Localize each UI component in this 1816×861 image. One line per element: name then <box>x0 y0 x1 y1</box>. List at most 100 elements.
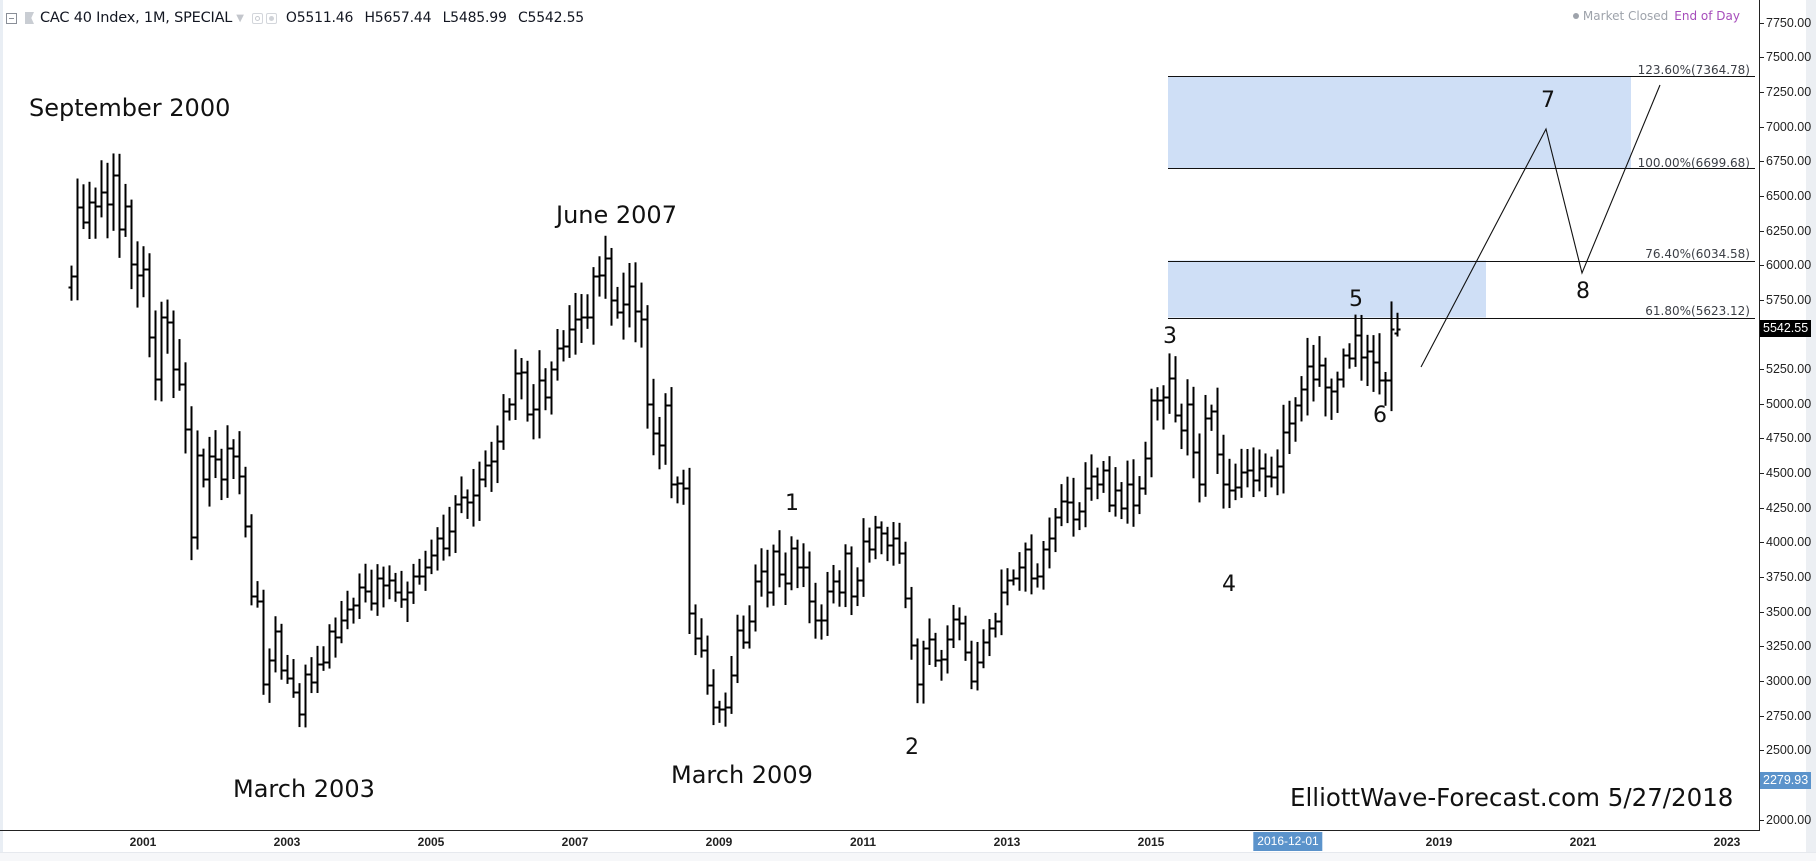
price-tick-mark <box>1759 57 1764 58</box>
label-june-2007[interactable]: June 2007 <box>556 201 677 229</box>
wave-label-3[interactable]: 3 <box>1163 324 1177 349</box>
time-tick-label: 2007 <box>561 835 589 849</box>
price-tick-label: 6750.00 <box>1766 154 1812 168</box>
fib-label-123-6[interactable]: 123.60%(7364.78) <box>1637 63 1750 77</box>
eye-icon[interactable] <box>251 12 263 24</box>
cursor-price-tag: 2279.93 <box>1760 772 1812 789</box>
price-tick-label: 7250.00 <box>1766 85 1812 99</box>
wave-label-7[interactable]: 7 <box>1541 88 1555 113</box>
time-tick-label: 2021 <box>1569 835 1597 849</box>
price-tick-mark <box>1759 231 1764 232</box>
cursor-date-tag: 2016-12-01 <box>1253 832 1323 851</box>
wave-label-2[interactable]: 2 <box>905 735 919 760</box>
price-tick-mark <box>1759 23 1764 24</box>
end-of-day-label: End of Day <box>1674 9 1740 23</box>
price-tick-mark <box>1759 196 1764 197</box>
ohlc-values: O5511.46 H5657.44 L5485.99 C5542.55 <box>286 10 591 26</box>
price-tick-mark <box>1759 646 1764 647</box>
fib-label-76-4[interactable]: 76.40%(6034.58) <box>1645 247 1750 261</box>
time-tick-label: 2001 <box>129 835 157 849</box>
price-tick-label: 6000.00 <box>1766 258 1812 272</box>
last-price-tag: 5542.55 <box>1760 320 1812 337</box>
status-dot-icon <box>1572 13 1579 19</box>
wave-label-5[interactable]: 5 <box>1349 287 1363 312</box>
right-panel-edge <box>1806 0 1816 860</box>
price-tick-label: 6250.00 <box>1766 224 1812 238</box>
price-tick-label: 7000.00 <box>1766 120 1812 134</box>
price-tick-mark <box>1759 404 1764 405</box>
market-status: Market Closed End of Day <box>1572 9 1740 23</box>
price-tick-mark <box>1759 161 1764 162</box>
close-value: C5542.55 <box>517 10 585 26</box>
price-tick-label: 3000.00 <box>1766 674 1812 688</box>
flag-icon[interactable] <box>25 12 34 24</box>
fib-label-61-8[interactable]: 61.80%(5623.12) <box>1645 304 1750 318</box>
fib-zones[interactable] <box>1168 76 1755 319</box>
price-tick-mark <box>1759 265 1764 266</box>
price-tick-mark <box>1759 508 1764 509</box>
price-tick-label: 3500.00 <box>1766 605 1812 619</box>
price-tick-label: 7500.00 <box>1766 50 1812 64</box>
price-tick-label: 3750.00 <box>1766 570 1812 584</box>
high-value: H5657.44 <box>364 10 432 26</box>
price-tick-mark <box>1759 127 1764 128</box>
market-closed-label: Market Closed <box>1582 9 1669 23</box>
left-panel-edge <box>0 0 3 860</box>
price-tick-mark <box>1759 681 1764 682</box>
wave-label-4[interactable]: 4 <box>1222 572 1236 597</box>
price-tick-label: 5750.00 <box>1766 293 1812 307</box>
price-tick-label: 3250.00 <box>1766 639 1812 653</box>
label-september-2000[interactable]: September 2000 <box>29 94 231 122</box>
wave-label-6[interactable]: 6 <box>1373 403 1387 428</box>
price-tick-label: 2750.00 <box>1766 709 1812 723</box>
symbol-title[interactable]: CAC 40 Index, 1M, SPECIAL <box>40 10 233 26</box>
time-tick-label: 2009 <box>705 835 733 849</box>
price-tick-label: 2000.00 <box>1766 813 1812 827</box>
time-tick-label: 2023 <box>1713 835 1741 849</box>
time-tick-label: 2015 <box>1137 835 1165 849</box>
price-tick-label: 5250.00 <box>1766 362 1812 376</box>
fib-label-100[interactable]: 100.00%(6699.68) <box>1637 156 1750 170</box>
price-tick-label: 5000.00 <box>1766 397 1812 411</box>
price-tick-label: 7750.00 <box>1766 16 1812 30</box>
price-tick-mark <box>1759 438 1764 439</box>
label-march-2003[interactable]: March 2003 <box>233 775 375 803</box>
fib-target-zone[interactable] <box>1168 76 1631 169</box>
price-tick-label: 6500.00 <box>1766 189 1812 203</box>
open-value: O5511.46 <box>285 10 354 26</box>
price-tick-label: 4250.00 <box>1766 501 1812 515</box>
price-tick-label: 4750.00 <box>1766 431 1812 445</box>
time-tick-label: 2003 <box>273 835 301 849</box>
price-tick-mark <box>1759 716 1764 717</box>
watermark: ElliottWave-Forecast.com 5/27/2018 <box>1290 783 1734 812</box>
price-tick-label: 4500.00 <box>1766 466 1812 480</box>
ohlc-bars <box>68 153 1401 728</box>
price-tick-mark <box>1759 612 1764 613</box>
wave-projection-path[interactable] <box>1420 84 1661 368</box>
price-tick-mark <box>1759 577 1764 578</box>
low-value: L5485.99 <box>442 10 507 26</box>
wave-label-1[interactable]: 1 <box>785 491 799 516</box>
price-tick-mark <box>1759 820 1764 821</box>
symbol-legend[interactable]: CAC 40 Index, 1M, SPECIAL ▼ O5511.46 H56… <box>6 8 591 28</box>
bottom-panel-edge <box>0 852 1816 861</box>
price-tick-label: 2500.00 <box>1766 743 1812 757</box>
wave-label-8[interactable]: 8 <box>1576 279 1590 304</box>
chevron-down-icon[interactable]: ▼ <box>236 12 244 24</box>
time-tick-label: 2019 <box>1425 835 1453 849</box>
price-tick-label: 4000.00 <box>1766 535 1812 549</box>
price-tick-mark <box>1759 750 1764 751</box>
gear-icon[interactable] <box>265 12 277 24</box>
collapse-icon[interactable] <box>6 12 17 24</box>
time-tick-label: 2005 <box>417 835 445 849</box>
price-tick-mark <box>1759 369 1764 370</box>
time-tick-label: 2011 <box>849 835 877 849</box>
price-tick-mark <box>1759 473 1764 474</box>
price-tick-mark <box>1759 300 1764 301</box>
price-tick-mark <box>1759 542 1764 543</box>
time-tick-label: 2013 <box>993 835 1021 849</box>
price-tick-mark <box>1759 92 1764 93</box>
fib-wave8-zone[interactable] <box>1168 260 1486 318</box>
label-march-2009[interactable]: March 2009 <box>671 761 813 789</box>
